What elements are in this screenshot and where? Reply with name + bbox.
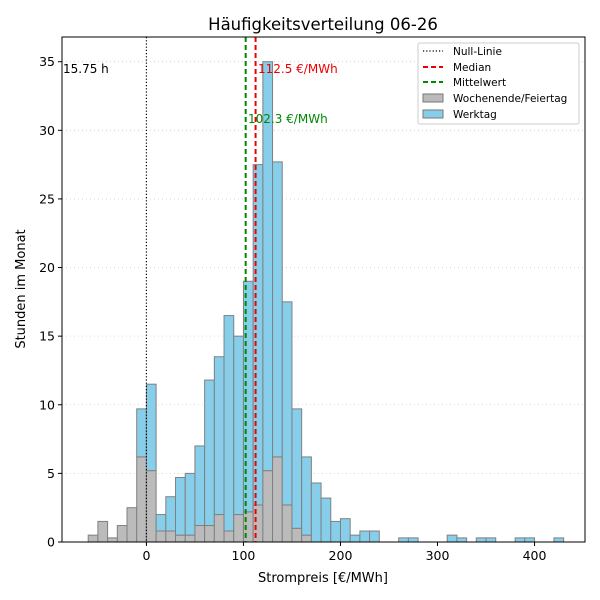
bar-weekend bbox=[262, 470, 274, 543]
bar-workday bbox=[456, 537, 468, 543]
bar-weekend bbox=[204, 525, 215, 543]
bar-workday bbox=[155, 514, 167, 532]
legend: Null-Linie Median Mittelwert Wochenende/… bbox=[417, 42, 580, 125]
chart-title: Häufigkeitsverteilung 06-26 bbox=[208, 15, 438, 34]
bar-workday bbox=[485, 537, 497, 543]
bar-weekend bbox=[175, 534, 186, 543]
plot-frame bbox=[61, 36, 586, 543]
y-tick-label: 10 bbox=[39, 397, 55, 412]
bar-workday bbox=[233, 335, 244, 516]
y-tick-label: 25 bbox=[39, 191, 55, 206]
y-tick-label: 0 bbox=[47, 535, 55, 550]
bar-weekend bbox=[116, 525, 128, 543]
bar-workday bbox=[175, 477, 186, 536]
bar-weekend bbox=[126, 507, 138, 543]
bar-weekend bbox=[145, 470, 157, 543]
x-tick-label: 200 bbox=[329, 548, 353, 563]
reference-lines bbox=[145, 37, 257, 542]
legend-null-line-label: Null-Linie bbox=[453, 46, 502, 58]
bar-weekend bbox=[136, 456, 147, 543]
x-tick-label: 0 bbox=[142, 548, 150, 563]
bar-weekend bbox=[155, 530, 167, 543]
bar-weekend bbox=[281, 504, 293, 543]
x-tick-label: 100 bbox=[232, 548, 256, 563]
bar-weekend bbox=[165, 530, 177, 543]
bar-weekend bbox=[107, 537, 118, 543]
y-tick-label: 30 bbox=[39, 123, 55, 138]
bar-weekend bbox=[291, 527, 303, 543]
x-axis-label: Strompreis [€/MWh] bbox=[258, 571, 388, 586]
bar-weekend bbox=[87, 534, 99, 543]
bar-workday bbox=[553, 537, 565, 543]
bar-workday bbox=[330, 520, 341, 543]
histogram-bars bbox=[87, 61, 565, 543]
bar-workday bbox=[145, 383, 157, 472]
bar-workday bbox=[223, 315, 235, 532]
bar-workday bbox=[213, 356, 225, 516]
legend-mean-label: Mittelwert bbox=[453, 77, 506, 89]
legend-workday-label: Werktag bbox=[453, 109, 497, 121]
y-tick-label: 35 bbox=[39, 54, 55, 69]
bar-workday bbox=[524, 537, 536, 543]
legend-median-label: Median bbox=[453, 62, 491, 74]
annotation-mean: 102.3 €/MWh bbox=[248, 112, 328, 126]
y-tick-label: 15 bbox=[39, 329, 55, 344]
bar-weekend bbox=[184, 534, 196, 543]
y-axis-label: Stunden im Monat bbox=[14, 229, 29, 348]
x-tick-label: 300 bbox=[426, 548, 450, 563]
bar-workday bbox=[398, 537, 409, 543]
bar-workday bbox=[339, 518, 351, 543]
bar-weekend bbox=[97, 520, 109, 543]
legend-weekend-label: Wochenende/Feiertag bbox=[453, 93, 567, 105]
bar-weekend bbox=[233, 514, 244, 543]
bar-workday bbox=[349, 534, 361, 543]
bar-workday bbox=[369, 530, 380, 543]
y-tick-label: 20 bbox=[39, 260, 55, 275]
bar-workday bbox=[359, 530, 371, 543]
bar-weekend bbox=[272, 456, 283, 543]
bar-workday bbox=[301, 456, 312, 536]
bar-workday bbox=[272, 161, 283, 458]
bar-workday bbox=[514, 537, 526, 543]
bar-workday bbox=[204, 379, 215, 527]
bar-weekend bbox=[301, 534, 312, 543]
x-axis-ticks: 0 100 200 300 400 bbox=[142, 542, 547, 563]
bar-workday bbox=[281, 301, 293, 506]
y-tick-label: 5 bbox=[47, 466, 55, 481]
bar-workday bbox=[320, 497, 332, 543]
bar-workday bbox=[291, 408, 303, 529]
legend-workday-swatch bbox=[422, 109, 444, 119]
bar-weekend bbox=[213, 514, 225, 543]
bar-workday bbox=[310, 482, 322, 543]
bar-weekend bbox=[194, 525, 206, 543]
x-tick-label: 400 bbox=[523, 548, 547, 563]
bar-workday bbox=[165, 496, 177, 532]
bar-workday bbox=[184, 472, 196, 536]
annotation-median: 112.5 €/MWh bbox=[258, 62, 338, 76]
y-axis-ticks: 0 5 10 15 20 25 30 35 bbox=[39, 54, 62, 550]
bar-workday bbox=[194, 445, 206, 527]
bar-workday bbox=[475, 537, 487, 543]
legend-weekend-swatch bbox=[422, 93, 444, 103]
bar-weekend bbox=[223, 530, 235, 543]
bar-workday bbox=[446, 534, 458, 543]
annotation-null-hours: 15.75 h bbox=[63, 62, 109, 76]
bar-workday bbox=[136, 408, 147, 458]
bar-workday bbox=[407, 537, 419, 543]
legend-box bbox=[417, 42, 580, 125]
